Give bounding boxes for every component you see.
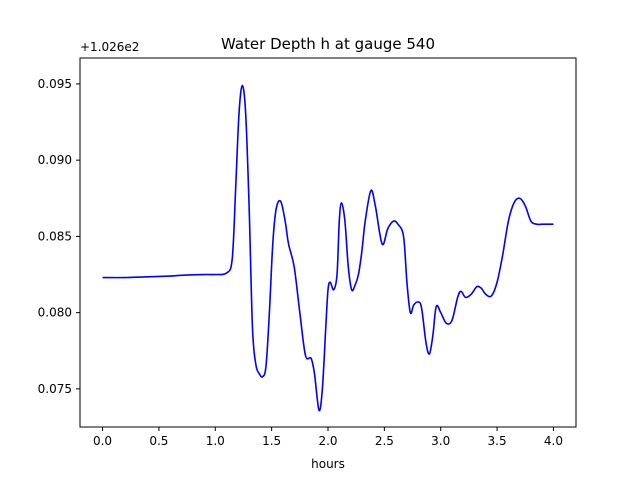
y-tick-label: 0.085 [38, 229, 72, 243]
y-tick-label: 0.075 [38, 382, 72, 396]
x-tick-label: 3.5 [488, 434, 507, 448]
x-tick-label: 0.5 [149, 434, 168, 448]
x-tick-label: 1.0 [206, 434, 225, 448]
x-tick-label: 0.0 [93, 434, 112, 448]
y-tick-label: 0.095 [38, 77, 72, 91]
y-axis-ticks: 0.075 0.080 0.085 0.090 0.095 [38, 77, 80, 396]
y-axis-offset-label: +1.026e2 [80, 40, 139, 54]
plot-area [102, 84, 554, 412]
y-tick-label: 0.080 [38, 306, 72, 320]
y-tick-label: 0.090 [38, 153, 72, 167]
x-tick-label: 4.0 [544, 434, 563, 448]
x-tick-label: 1.5 [262, 434, 281, 448]
x-axis-label: hours [311, 457, 345, 471]
axes-frame [79, 57, 577, 428]
series-line-0 [102, 84, 554, 412]
x-tick-label: 2.5 [375, 434, 394, 448]
x-tick-label: 3.0 [431, 434, 450, 448]
chart-title: Water Depth h at gauge 540 [221, 35, 435, 53]
x-tick-label: 2.0 [318, 434, 337, 448]
x-axis-ticks: 0.0 0.5 1.0 1.5 2.0 2.5 3.0 3.5 4.0 [93, 427, 563, 448]
